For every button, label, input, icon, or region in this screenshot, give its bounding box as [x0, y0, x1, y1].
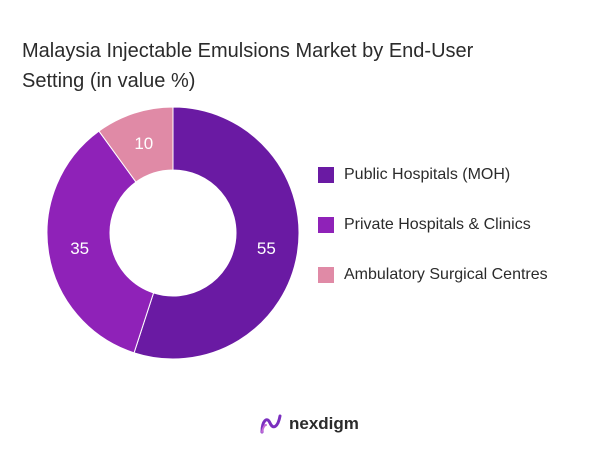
donut-slice-public-hospitals — [133, 106, 300, 360]
donut-chart: 55 35 10 — [46, 106, 300, 360]
brand-name: nexdigm — [289, 414, 359, 433]
legend-swatch-ambulatory-centres — [318, 267, 334, 283]
legend-swatch-public-hospitals — [318, 167, 334, 183]
legend-label-private-hospitals: Private Hospitals & Clinics — [344, 216, 531, 233]
legend-label-public-hospitals: Public Hospitals (MOH) — [344, 166, 511, 183]
donut-slice-ambulatory-centres — [98, 106, 174, 183]
legend-swatch-private-hospitals — [318, 217, 334, 233]
legend-item-public-hospitals: Public Hospitals (MOH) — [318, 150, 548, 200]
data-label-private-hospitals: 35 — [70, 239, 89, 258]
legend-label-ambulatory-centres: Ambulatory Surgical Centres — [344, 266, 548, 283]
chart-title-line-2: Setting (in value %) — [22, 70, 196, 92]
nexdigm-logo-icon — [260, 414, 282, 434]
data-label-ambulatory-centres: 10 — [134, 134, 153, 153]
legend-item-ambulatory-centres: Ambulatory Surgical Centres — [318, 250, 548, 300]
brand-logo: nexdigm — [259, 413, 359, 435]
chart-title-line-1: Malaysia Injectable Emulsions Market by … — [22, 40, 474, 62]
donut-slice-private-hospitals — [46, 130, 155, 354]
chart-title: Malaysia Injectable Emulsions Market by … — [22, 36, 582, 96]
legend: Public Hospitals (MOH) Private Hospitals… — [318, 150, 548, 300]
legend-item-private-hospitals: Private Hospitals & Clinics — [318, 200, 548, 250]
data-label-public-hospitals: 55 — [257, 239, 276, 258]
